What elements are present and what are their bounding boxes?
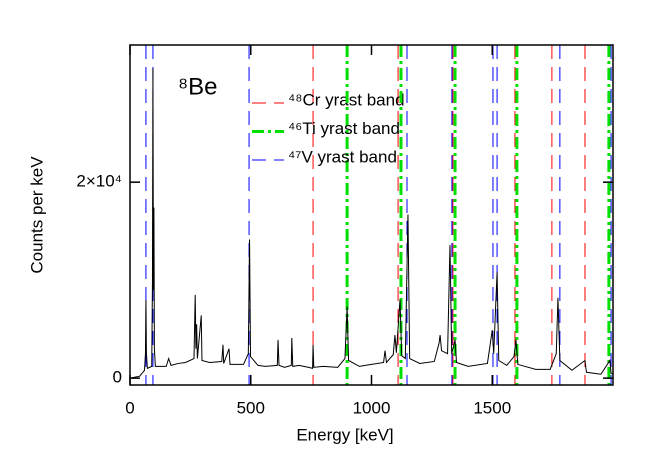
legend-label: ⁴⁷V yrast band: [288, 147, 397, 166]
legend-label: ⁴⁶Ti yrast band: [288, 119, 400, 138]
x-tick-label: 1500: [473, 398, 511, 417]
x-axis-label: Energy [keV]: [296, 425, 393, 444]
x-tick-label: 500: [237, 398, 265, 417]
x-tick-label: 1000: [353, 398, 391, 417]
y-tick-label: 0: [113, 368, 122, 387]
annotation: ⁸Be: [178, 73, 217, 100]
x-tick-label: 0: [125, 398, 134, 417]
spectrum-line: [129, 68, 614, 379]
y-axis-label: Counts per keV: [27, 156, 46, 274]
y-tick-label: 2×10⁴: [76, 172, 122, 191]
